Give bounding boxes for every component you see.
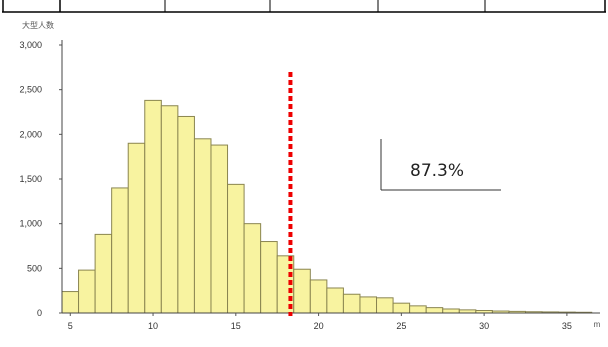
header-table-fragment <box>2 0 606 13</box>
histogram-bar <box>61 291 80 314</box>
histogram-bar <box>309 279 328 314</box>
histogram-bar <box>425 307 444 314</box>
histogram-bar <box>293 268 311 314</box>
histogram-bar <box>227 183 245 314</box>
y-tick-label: 2,500 <box>19 85 42 95</box>
y-tick-label: 500 <box>27 263 42 273</box>
histogram-bar <box>78 269 96 314</box>
histogram-bar <box>442 308 460 314</box>
percentage-callout: 87.3% <box>380 139 501 191</box>
histogram-bar <box>392 302 411 314</box>
histogram-bar <box>94 233 113 314</box>
histogram-bar <box>193 138 212 314</box>
x-tick-label: 30 <box>479 321 489 331</box>
x-tick-label: 10 <box>148 321 158 331</box>
y-tick-label: 1,500 <box>19 174 42 184</box>
histogram-bar <box>260 241 278 314</box>
x-tick-label: 35 <box>562 321 572 331</box>
x-tick-label: 25 <box>396 321 406 331</box>
y-tick-label: 3,000 <box>19 40 42 50</box>
percentage-annotation: 87.3% <box>410 161 464 181</box>
x-tick-label: 5 <box>68 321 73 331</box>
histogram-bar <box>160 105 179 314</box>
histogram-bars <box>61 99 593 314</box>
axes <box>61 40 600 314</box>
y-tick-label: 0 <box>37 308 42 318</box>
y-axis-ticks: 0 500 1,000 1,500 2,000 2,500 3,000 <box>19 40 62 318</box>
x-axis-unit-label: m <box>594 320 601 329</box>
y-tick-label: 1,000 <box>19 219 42 229</box>
histogram-bar <box>177 115 195 314</box>
histogram-bar <box>342 293 361 314</box>
histogram-bar <box>243 223 262 314</box>
x-axis-ticks: 5 10 15 20 25 30 35 <box>68 313 572 331</box>
histogram-bar <box>111 187 129 314</box>
histogram-bar <box>326 287 344 314</box>
x-tick-label: 15 <box>231 321 241 331</box>
histogram-bar <box>359 296 378 314</box>
y-tick-label: 2,000 <box>19 129 42 139</box>
histogram-bar <box>376 297 394 314</box>
histogram-bar <box>144 99 162 314</box>
x-tick-label: 20 <box>314 321 324 331</box>
histogram-bar <box>210 144 229 314</box>
y-axis-label: 大型人数 <box>22 20 54 30</box>
histogram-bar <box>409 305 427 314</box>
histogram-bar <box>127 142 146 314</box>
